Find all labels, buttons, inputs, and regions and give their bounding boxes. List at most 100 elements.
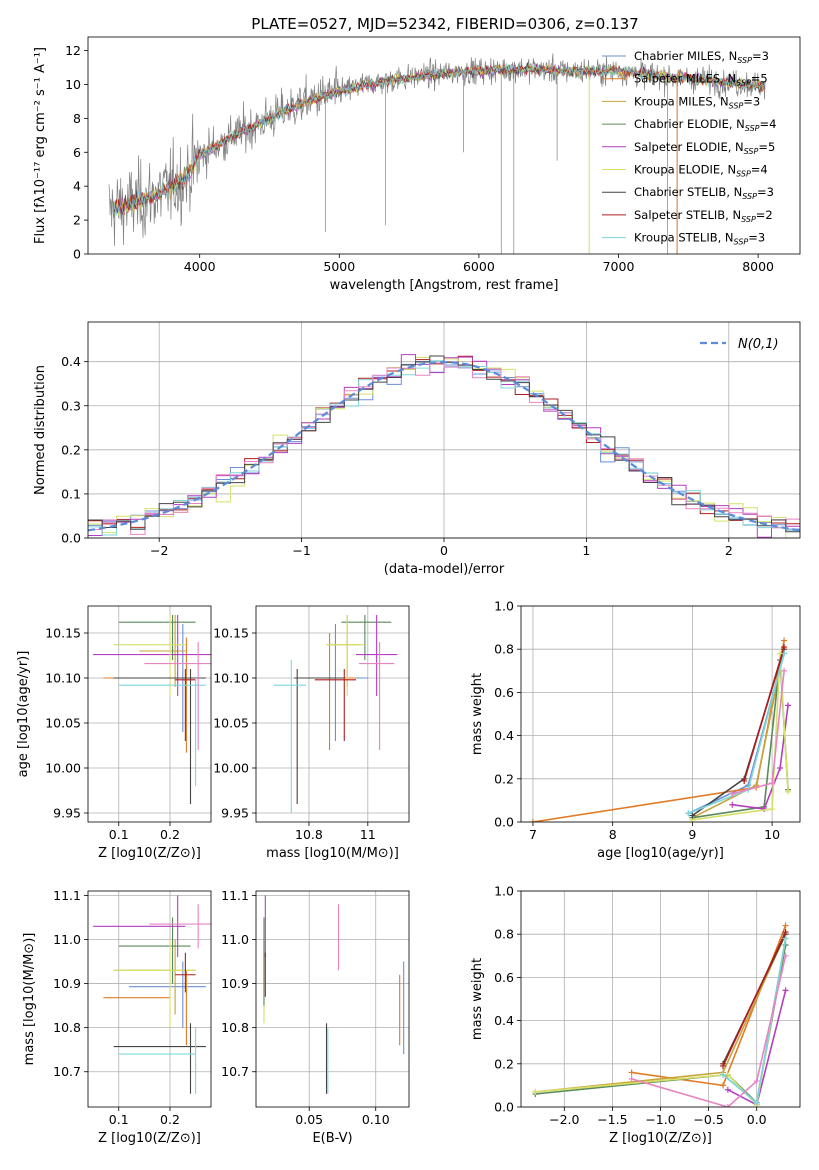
x-axis-label: Z [log10(Z/Z⊙)]: [609, 1131, 712, 1146]
y-tick-label: 0.4: [494, 1013, 514, 1028]
axes-frame: [87, 36, 801, 255]
mass-weight-marker: [753, 1078, 760, 1085]
x-tick-label: 1: [582, 543, 590, 558]
mass-weight-series: [692, 653, 789, 821]
x-tick-label: 11: [360, 827, 376, 842]
x-tick-label: 0.1: [109, 827, 129, 842]
mass-weight-marker: [781, 637, 788, 644]
legend-label: Kroupa ELODIE, NSSP=4: [634, 163, 768, 179]
x-axis-label: Z [log10(Z/Z⊙)]: [98, 1131, 201, 1146]
legend-label: Kroupa MILES, NSSP=3: [634, 94, 760, 110]
plot-area: [263, 895, 405, 1094]
y-tick-label: 0.3: [61, 398, 81, 413]
mass-weight-marker: [724, 1104, 731, 1107]
mass-weight-marker: [782, 935, 789, 942]
mass-weight-marker: [729, 801, 736, 808]
y-tick-label: 10.8: [221, 1020, 249, 1035]
x-tick-label: 10: [764, 827, 780, 842]
x-tick-label: 0.1: [109, 1112, 129, 1127]
plot-area: [88, 354, 800, 538]
y-tick-label: 9.95: [221, 806, 249, 821]
y-tick-label: 10.7: [53, 1064, 81, 1079]
x-tick-label: −1.5: [597, 1112, 627, 1127]
mass-weight-marker: [753, 1099, 760, 1106]
y-tick-label: 0.6: [494, 970, 514, 985]
x-tick-label: 0.05: [295, 1112, 323, 1127]
y-tick-label: 0.4: [61, 354, 81, 369]
mass-weight-marker: [724, 1086, 731, 1093]
y-axis-label: mass weight: [470, 958, 485, 1040]
plot-area: [93, 615, 211, 804]
x-tick-label: 4000: [184, 259, 216, 274]
mass-weight-marker: [782, 952, 789, 959]
panel-mass-vs-ebv: 0.05 0.10 10.7 10.8 10.9 11.0 11.1 E(B-V): [221, 888, 410, 1146]
y-tick-label: 0.1: [61, 486, 81, 501]
model-spectrum-line: [112, 62, 765, 216]
mass-weight-marker: [729, 790, 736, 797]
plot-area: [273, 615, 398, 813]
panel-residuals: −2 −1 0 1 2 0.0 0.1 0.2 0.3 0.4 (data-model)/error…: [33, 321, 801, 577]
y-tick-label: 8: [73, 111, 81, 126]
y-tick-label: 0.2: [494, 1056, 514, 1071]
y-axis-label: mass [log10(M/M⊙)]: [22, 933, 37, 1066]
y-tick-label: 10.9: [221, 976, 249, 991]
legend-label: Chabrier ELODIE, NSSP=4: [634, 117, 776, 133]
mass-weight-marker: [720, 1062, 727, 1069]
axes-frame: [255, 605, 410, 823]
mass-weight-marker: [781, 667, 788, 674]
panel-age-vs-mass: 10.8 11 9.95 10.00 10.05 10.10 10.15 mass [log1…: [213, 605, 410, 861]
axes-frame: [87, 890, 212, 1108]
panel-age-vs-Z: 0.1 0.2 9.95 10.00 10.05 10.10 10.15 Z [log10(Z…: [16, 605, 212, 861]
y-tick-label: 4: [73, 179, 81, 194]
y-tick-label: 10.05: [45, 716, 81, 731]
y-tick-label: 11.1: [221, 888, 249, 903]
mass-weight-marker: [769, 806, 776, 813]
x-axis-label: Z [log10(Z/Z⊙)]: [98, 846, 201, 861]
legend-label: Salpeter ELODIE, NSSP=5: [634, 140, 775, 156]
mass-weight-marker: [782, 929, 789, 936]
mass-weight-series: [722, 931, 787, 1067]
mass-weight-marker: [689, 812, 696, 819]
x-tick-label: 0.2: [160, 1112, 180, 1127]
mass-weight-marker: [720, 1071, 727, 1078]
panel-mass-vs-Z: 0.1 0.2 10.7 10.8 10.9 11.0 11.1 Z [log10(Z/Z⊙)…: [22, 888, 212, 1146]
x-tick-label: 6000: [463, 259, 495, 274]
plot-area: [93, 895, 211, 1094]
y-tick-label: 10.15: [45, 626, 81, 641]
y-tick-label: 1.0: [494, 599, 514, 614]
y-tick-label: 0.8: [494, 642, 514, 657]
x-tick-label: 7: [529, 827, 537, 842]
legend-label: Chabrier STELIB, NSSP=3: [634, 185, 774, 201]
mass-weight-marker: [720, 1082, 727, 1089]
plot-area: [529, 637, 792, 822]
panel-mass-weight-vs-Z: −2.0 −1.5 −1.0 −0.5 0.0 0.0 0.2 0.4 0.6 0.8 1.0 Z […: [470, 884, 801, 1146]
axes-frame: [87, 605, 212, 823]
y-tick-label: 10.9: [53, 976, 81, 991]
x-tick-label: −2: [150, 543, 168, 558]
y-tick-label: 0.8: [494, 927, 514, 942]
x-axis-label: age [log10(age/yr)]: [597, 846, 724, 861]
mass-weight-series: [732, 705, 789, 810]
y-axis-label: Flux [fλ10⁻¹⁷ erg cm⁻² s⁻¹ A⁻¹]: [33, 47, 48, 244]
normal-curve: [88, 360, 800, 532]
x-tick-label: 8000: [742, 259, 774, 274]
panel-mass-weight-vs-age: 7 8 9 10 0.0 0.2 0.4 0.6 0.8 1.0 age [log10(age/yr…: [470, 599, 801, 861]
y-axis-label: mass weight: [470, 673, 485, 755]
mass-weight-marker: [685, 810, 692, 817]
mass-weight-marker: [777, 765, 784, 771]
y-tick-label: 0: [73, 247, 81, 262]
y-tick-label: 10.7: [221, 1064, 249, 1079]
y-tick-label: 10: [65, 77, 81, 92]
histogram-series: [88, 362, 800, 535]
x-tick-label: 2: [725, 543, 733, 558]
mass-weight-marker: [628, 1069, 635, 1076]
mass-weight-marker: [769, 780, 776, 787]
x-tick-label: 8: [609, 827, 617, 842]
y-tick-label: 0.2: [494, 771, 514, 786]
axes-frame: [520, 605, 801, 823]
mass-weight-marker: [741, 777, 748, 784]
x-tick-label: −1.0: [645, 1112, 675, 1127]
legend-label: Kroupa STELIB, NSSP=3: [634, 231, 765, 247]
y-tick-label: 0.0: [61, 531, 81, 546]
